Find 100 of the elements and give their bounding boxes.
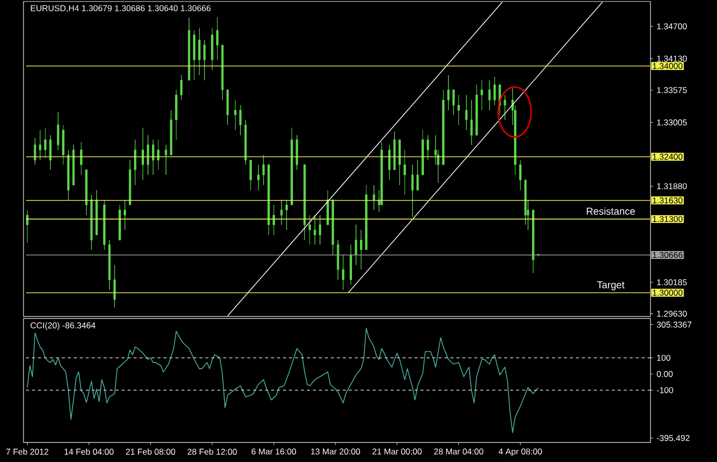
candlestick (72, 144, 75, 186)
candlestick (211, 28, 214, 70)
candlestick (216, 17, 218, 60)
candlestick (332, 200, 334, 256)
candlestick (426, 134, 430, 160)
candlestick (118, 204, 121, 240)
candlestick (146, 134, 150, 176)
candlestick (34, 138, 36, 165)
candlestick (262, 154, 265, 186)
candlestick (452, 90, 455, 116)
candlestick (239, 104, 242, 136)
candlestick (342, 254, 344, 290)
x-tick-label: 28 Mar 04:00 (434, 448, 484, 454)
candlestick (350, 244, 352, 286)
candlestick (393, 132, 396, 170)
x-tick-label: 7 Feb 2012 (6, 448, 48, 455)
candlestick (44, 128, 46, 158)
candlestick (113, 264, 116, 308)
y-tick-label: 1.33005 (657, 119, 687, 126)
y-tick-label: 1.29630 (657, 310, 687, 317)
candlestick (286, 200, 288, 230)
candlestick (314, 214, 316, 245)
candlestick (280, 200, 283, 225)
candlestick (198, 28, 200, 76)
candlestick (372, 184, 376, 210)
candlestick (416, 160, 419, 190)
x-tick-label: 13 Mar 20:00 (311, 448, 360, 454)
candlestick (193, 30, 196, 80)
candlestick (532, 210, 534, 274)
candlestick (336, 240, 340, 280)
candlestick (234, 100, 236, 130)
y-tick-label: 1.34130 (657, 56, 687, 62)
candlestick (170, 110, 172, 156)
candlestick (90, 194, 93, 250)
y-tick-label: 1.31880 (657, 183, 687, 190)
annotation: Resistance (586, 207, 635, 215)
y-tick-label: 1.33575 (657, 87, 687, 94)
ref-line-label: 1.30000 (652, 290, 682, 296)
candlestick (152, 139, 154, 176)
candlestick (108, 240, 111, 290)
candlestick (465, 94, 468, 130)
y-tick-label: 100 (657, 354, 670, 361)
candlestick (442, 90, 444, 165)
y-tick-label: -395.492 (656, 435, 690, 442)
candlestick (404, 150, 406, 195)
candlestick (488, 80, 491, 110)
candlestick (80, 142, 82, 176)
y-tick-label: 305.3367 (656, 322, 692, 328)
candlestick (56, 112, 60, 150)
chart-title: CCI(20) -86.3464 (30, 322, 96, 330)
candlestick (476, 84, 478, 136)
x-tick-label: 6 Mar 16:00 (252, 448, 296, 454)
candlestick (203, 40, 206, 80)
candlestick (504, 94, 506, 120)
candlestick (519, 160, 522, 190)
candlestick (128, 160, 132, 206)
candlestick (398, 139, 401, 186)
candlestick (142, 128, 144, 180)
candlestick (494, 76, 496, 106)
x-tick-label: 21 Mar 00:00 (372, 448, 422, 454)
candlestick (103, 200, 106, 250)
x-tick-label: 4 Apr 08:00 (498, 448, 542, 456)
candlestick (360, 230, 362, 270)
candlestick (257, 164, 260, 190)
candlestick (268, 164, 270, 236)
candlestick (447, 74, 450, 110)
ref-line-label: 1.32400 (652, 154, 682, 160)
candlestick (303, 164, 306, 240)
candlestick (318, 214, 322, 245)
candlestick (272, 204, 275, 236)
candlestick (365, 184, 368, 250)
candlestick (354, 224, 358, 266)
ref-line-label: 1.34000 (652, 63, 682, 70)
x-tick-label: 21 Feb 08:00 (126, 448, 176, 455)
candlestick (226, 90, 229, 126)
candlestick (95, 190, 98, 236)
candlestick (124, 200, 126, 230)
chart-title: EURUSD,H4 1.30679 1.30686 1.30640 1.30666 (30, 5, 211, 12)
candlestick (188, 18, 190, 80)
ref-line-label: 1.30666 (652, 252, 682, 258)
y-tick-label: 1.30185 (657, 279, 687, 286)
candlestick (480, 80, 483, 110)
y-tick-label: 1.34700 (657, 23, 687, 30)
candlestick (134, 139, 136, 186)
candlestick (422, 130, 424, 176)
ref-line-label: 1.31300 (652, 216, 682, 222)
candlestick (470, 100, 473, 146)
candlestick (221, 44, 224, 100)
candlestick (38, 130, 42, 160)
candlestick (175, 90, 178, 140)
candlestick (164, 144, 168, 176)
candlestick (411, 164, 414, 218)
candlestick (85, 170, 88, 216)
candlestick (67, 150, 70, 200)
candlestick (290, 128, 293, 206)
candlestick (49, 134, 52, 170)
candlestick (296, 134, 298, 170)
y-tick-label: -100 (656, 387, 674, 394)
candlestick (180, 74, 183, 100)
candlestick (308, 214, 311, 245)
